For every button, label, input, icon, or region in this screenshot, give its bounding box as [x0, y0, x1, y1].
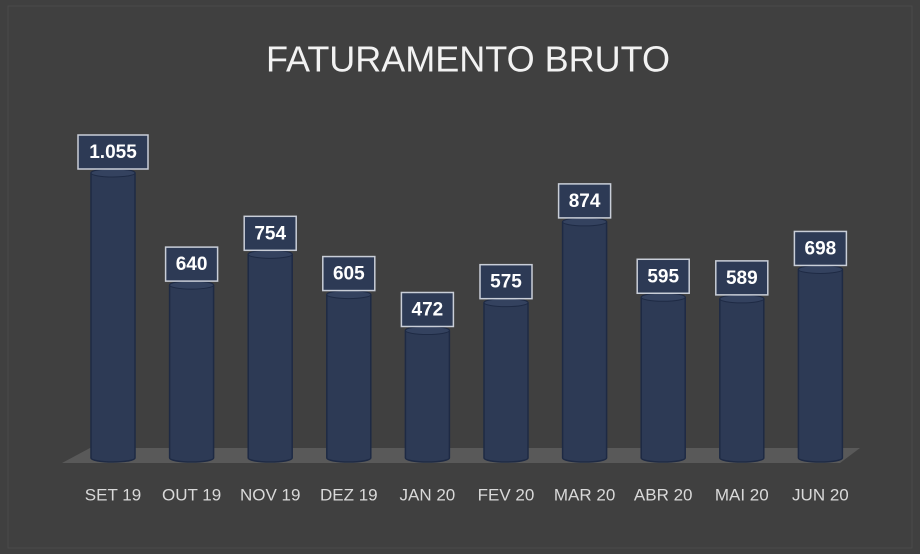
- x-tick-label: MAR 20: [554, 485, 615, 504]
- x-tick-label: JUN 20: [792, 485, 849, 504]
- bar-top: [90, 168, 136, 178]
- data-label-box: [715, 260, 769, 296]
- data-label-box: [636, 258, 690, 295]
- bar-top: [562, 217, 608, 227]
- x-tick-label: NOV 19: [240, 485, 300, 504]
- x-tick-label: ABR 20: [634, 485, 693, 504]
- data-label: 589: [726, 268, 758, 289]
- x-tick-label: MAI 20: [715, 485, 769, 504]
- bar-top: [719, 294, 765, 304]
- data-label: 472: [412, 300, 444, 321]
- data-label: 595: [647, 266, 679, 287]
- bar: [483, 297, 529, 463]
- data-label-box: [793, 230, 848, 267]
- bar-top: [483, 298, 529, 308]
- x-tick-label: OUT 19: [162, 485, 221, 504]
- data-label-box: [243, 215, 297, 252]
- bar: [90, 168, 136, 463]
- bar: [247, 249, 293, 463]
- data-label: 605: [333, 264, 365, 285]
- data-label-box: [400, 291, 455, 328]
- data-label: 698: [805, 238, 837, 259]
- data-label: 754: [254, 223, 286, 244]
- x-tick-label: SET 19: [85, 485, 141, 504]
- data-label: 575: [490, 272, 522, 293]
- bar-top: [797, 264, 843, 274]
- data-label-box: [322, 255, 376, 292]
- x-tick-label: JAN 20: [400, 485, 456, 504]
- data-label-box: [77, 134, 149, 170]
- data-label-box: [479, 263, 533, 300]
- data-label: 1.055: [89, 142, 137, 163]
- bar: [797, 264, 844, 463]
- data-label-box: [164, 246, 219, 282]
- bar: [561, 217, 608, 463]
- data-label: 640: [176, 254, 208, 275]
- data-label-box: [557, 183, 612, 219]
- bar-top: [640, 292, 686, 302]
- bar-top: [326, 290, 372, 300]
- bar: [640, 292, 686, 463]
- x-tick-label: FEV 20: [478, 485, 535, 504]
- bar-top: [404, 325, 450, 335]
- bar: [404, 325, 451, 463]
- chart-title: FATURAMENTO BRUTO: [266, 39, 670, 80]
- bar-top: [247, 249, 293, 259]
- chart-frame: [7, 5, 913, 549]
- x-tick-label: DEZ 19: [320, 485, 378, 504]
- bar: [719, 294, 765, 463]
- bar: [326, 289, 372, 463]
- bar-top: [169, 280, 215, 290]
- bar: [168, 280, 215, 463]
- data-label: 874: [569, 191, 601, 212]
